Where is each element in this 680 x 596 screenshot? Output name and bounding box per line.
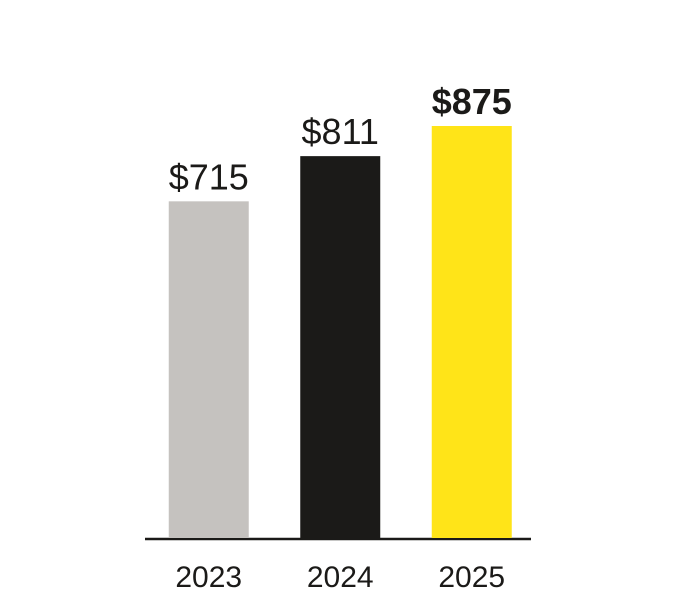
bar bbox=[431, 126, 512, 538]
x-tick-label: 2023 bbox=[175, 561, 242, 594]
bar bbox=[300, 156, 381, 538]
value-label: $811 bbox=[302, 111, 379, 152]
value-label: $875 bbox=[432, 81, 512, 122]
value-label: $715 bbox=[169, 156, 249, 197]
x-tick-label: 2025 bbox=[438, 561, 505, 594]
bar bbox=[168, 201, 249, 538]
x-tick-label: 2024 bbox=[307, 561, 374, 594]
